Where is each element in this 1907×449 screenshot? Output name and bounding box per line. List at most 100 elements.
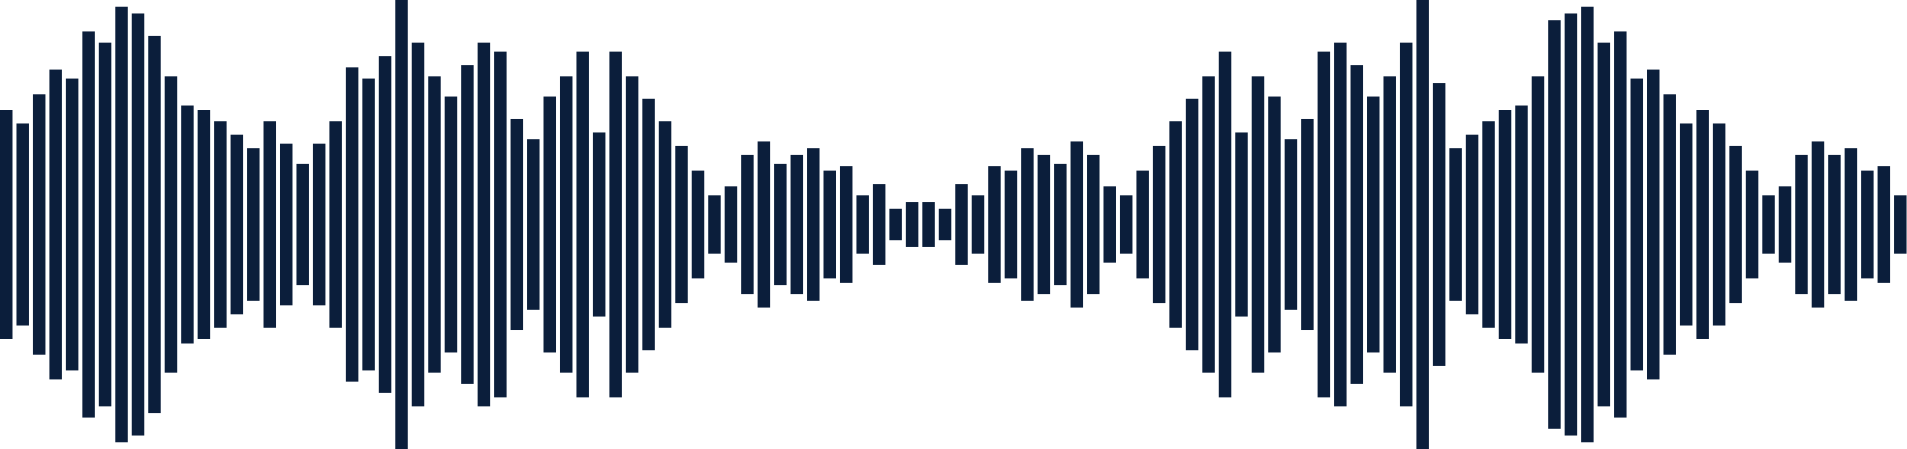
- waveform-bar: [1828, 154, 1841, 295]
- waveform-bar: [1745, 170, 1759, 279]
- waveform-bar: [724, 186, 738, 263]
- waveform-bar: [312, 143, 326, 306]
- waveform-bar: [230, 134, 244, 315]
- waveform-bar: [395, 0, 408, 449]
- waveform-bar: [1251, 76, 1265, 373]
- waveform-bar: [1647, 69, 1660, 380]
- waveform-bar: [329, 121, 342, 328]
- waveform-bar: [197, 110, 211, 339]
- waveform-bar: [823, 170, 836, 279]
- waveform-bar: [1795, 154, 1808, 295]
- waveform-bar: [32, 94, 46, 355]
- waveform-bar: [82, 31, 95, 418]
- waveform-bar: [872, 184, 886, 265]
- waveform-bar: [494, 51, 507, 398]
- waveform-bar: [98, 42, 112, 407]
- waveform-bar: [1202, 76, 1215, 373]
- waveform-bar: [1465, 134, 1479, 315]
- waveform-bar: [1070, 141, 1084, 308]
- waveform-bar: [559, 76, 573, 373]
- waveform-bar: [609, 51, 622, 398]
- waveform-bar: [378, 56, 392, 393]
- waveform-bar: [955, 184, 968, 265]
- waveform-bar: [1861, 170, 1874, 279]
- waveform-bar: [905, 202, 919, 247]
- waveform-bar: [1449, 148, 1462, 301]
- waveform-bar: [1235, 132, 1248, 317]
- waveform-bar: [1169, 121, 1182, 328]
- waveform-bar: [691, 170, 705, 279]
- waveform-bar: [1663, 94, 1676, 355]
- waveform-bar: [1021, 148, 1034, 301]
- waveform-bar: [1531, 76, 1545, 373]
- waveform-bar: [1383, 76, 1396, 373]
- waveform-bar: [1185, 98, 1199, 351]
- waveform-bar: [839, 166, 853, 283]
- waveform-bar: [1103, 186, 1116, 263]
- waveform-bar: [1284, 139, 1298, 310]
- waveform-bar: [1054, 163, 1067, 286]
- waveform-bar: [1317, 51, 1331, 398]
- waveform-bar: [1778, 186, 1792, 263]
- waveform-bar: [1334, 42, 1347, 407]
- waveform-bar: [164, 76, 178, 373]
- waveform-bar: [1367, 96, 1380, 353]
- waveform-bar: [889, 208, 902, 241]
- waveform-bar: [0, 110, 13, 339]
- waveform-bar: [444, 96, 458, 353]
- waveform-bar: [510, 118, 524, 331]
- waveform-bar: [214, 121, 227, 328]
- waveform-bar: [1564, 13, 1578, 436]
- waveform-bar: [527, 139, 540, 310]
- waveform-bar: [1696, 110, 1709, 339]
- waveform-bar: [741, 154, 754, 295]
- waveform-bar: [411, 42, 425, 407]
- waveform-bar: [1416, 0, 1429, 449]
- waveform-bar: [757, 141, 771, 308]
- waveform-bar: [181, 105, 194, 344]
- waveform-bar: [1004, 170, 1018, 279]
- waveform-bar: [279, 143, 293, 306]
- waveform-bar: [1119, 195, 1133, 254]
- waveform-bar: [49, 69, 62, 380]
- waveform-bar: [1614, 31, 1627, 418]
- waveform-bar: [938, 208, 952, 241]
- waveform-bar: [1136, 170, 1149, 279]
- waveform-bar: [345, 67, 359, 382]
- waveform-bar: [1548, 20, 1561, 429]
- waveform-bar: [1630, 78, 1644, 371]
- waveform-bar: [1268, 96, 1281, 353]
- waveform-bar: [1877, 166, 1891, 283]
- waveform-bar: [131, 13, 145, 436]
- waveform-bar: [576, 51, 589, 398]
- waveform-bar: [1087, 154, 1100, 295]
- waveform-bar: [1515, 105, 1528, 344]
- waveform-bar: [148, 35, 161, 414]
- waveform-bar: [16, 123, 29, 326]
- waveform-bar: [1399, 42, 1413, 407]
- waveform-bar: [625, 76, 639, 373]
- waveform-bar: [1498, 110, 1512, 339]
- waveform-bar: [428, 76, 441, 373]
- waveform-bar: [642, 98, 655, 351]
- waveform-bar: [1729, 145, 1742, 304]
- waveform-bar: [675, 145, 688, 304]
- waveform-bar: [65, 78, 79, 371]
- waveform-bar: [1712, 123, 1726, 326]
- waveform-bar: [1301, 118, 1314, 331]
- waveform-bar: [1218, 51, 1232, 398]
- waveform-bar: [1762, 195, 1775, 254]
- waveform-bar: [115, 6, 128, 443]
- waveform-bar: [1037, 154, 1051, 295]
- waveform-bar: [774, 163, 787, 286]
- waveform-bar: [592, 132, 606, 317]
- waveform-bar: [362, 78, 375, 371]
- waveform-bar: [1350, 65, 1364, 384]
- waveform-bar: [263, 121, 277, 328]
- waveform-bar: [856, 195, 869, 254]
- waveform-bar: [1432, 83, 1446, 366]
- waveform-bar: [543, 96, 557, 353]
- waveform-bar: [1811, 141, 1825, 308]
- waveform-bar: [922, 202, 935, 247]
- waveform-bar: [1894, 195, 1907, 254]
